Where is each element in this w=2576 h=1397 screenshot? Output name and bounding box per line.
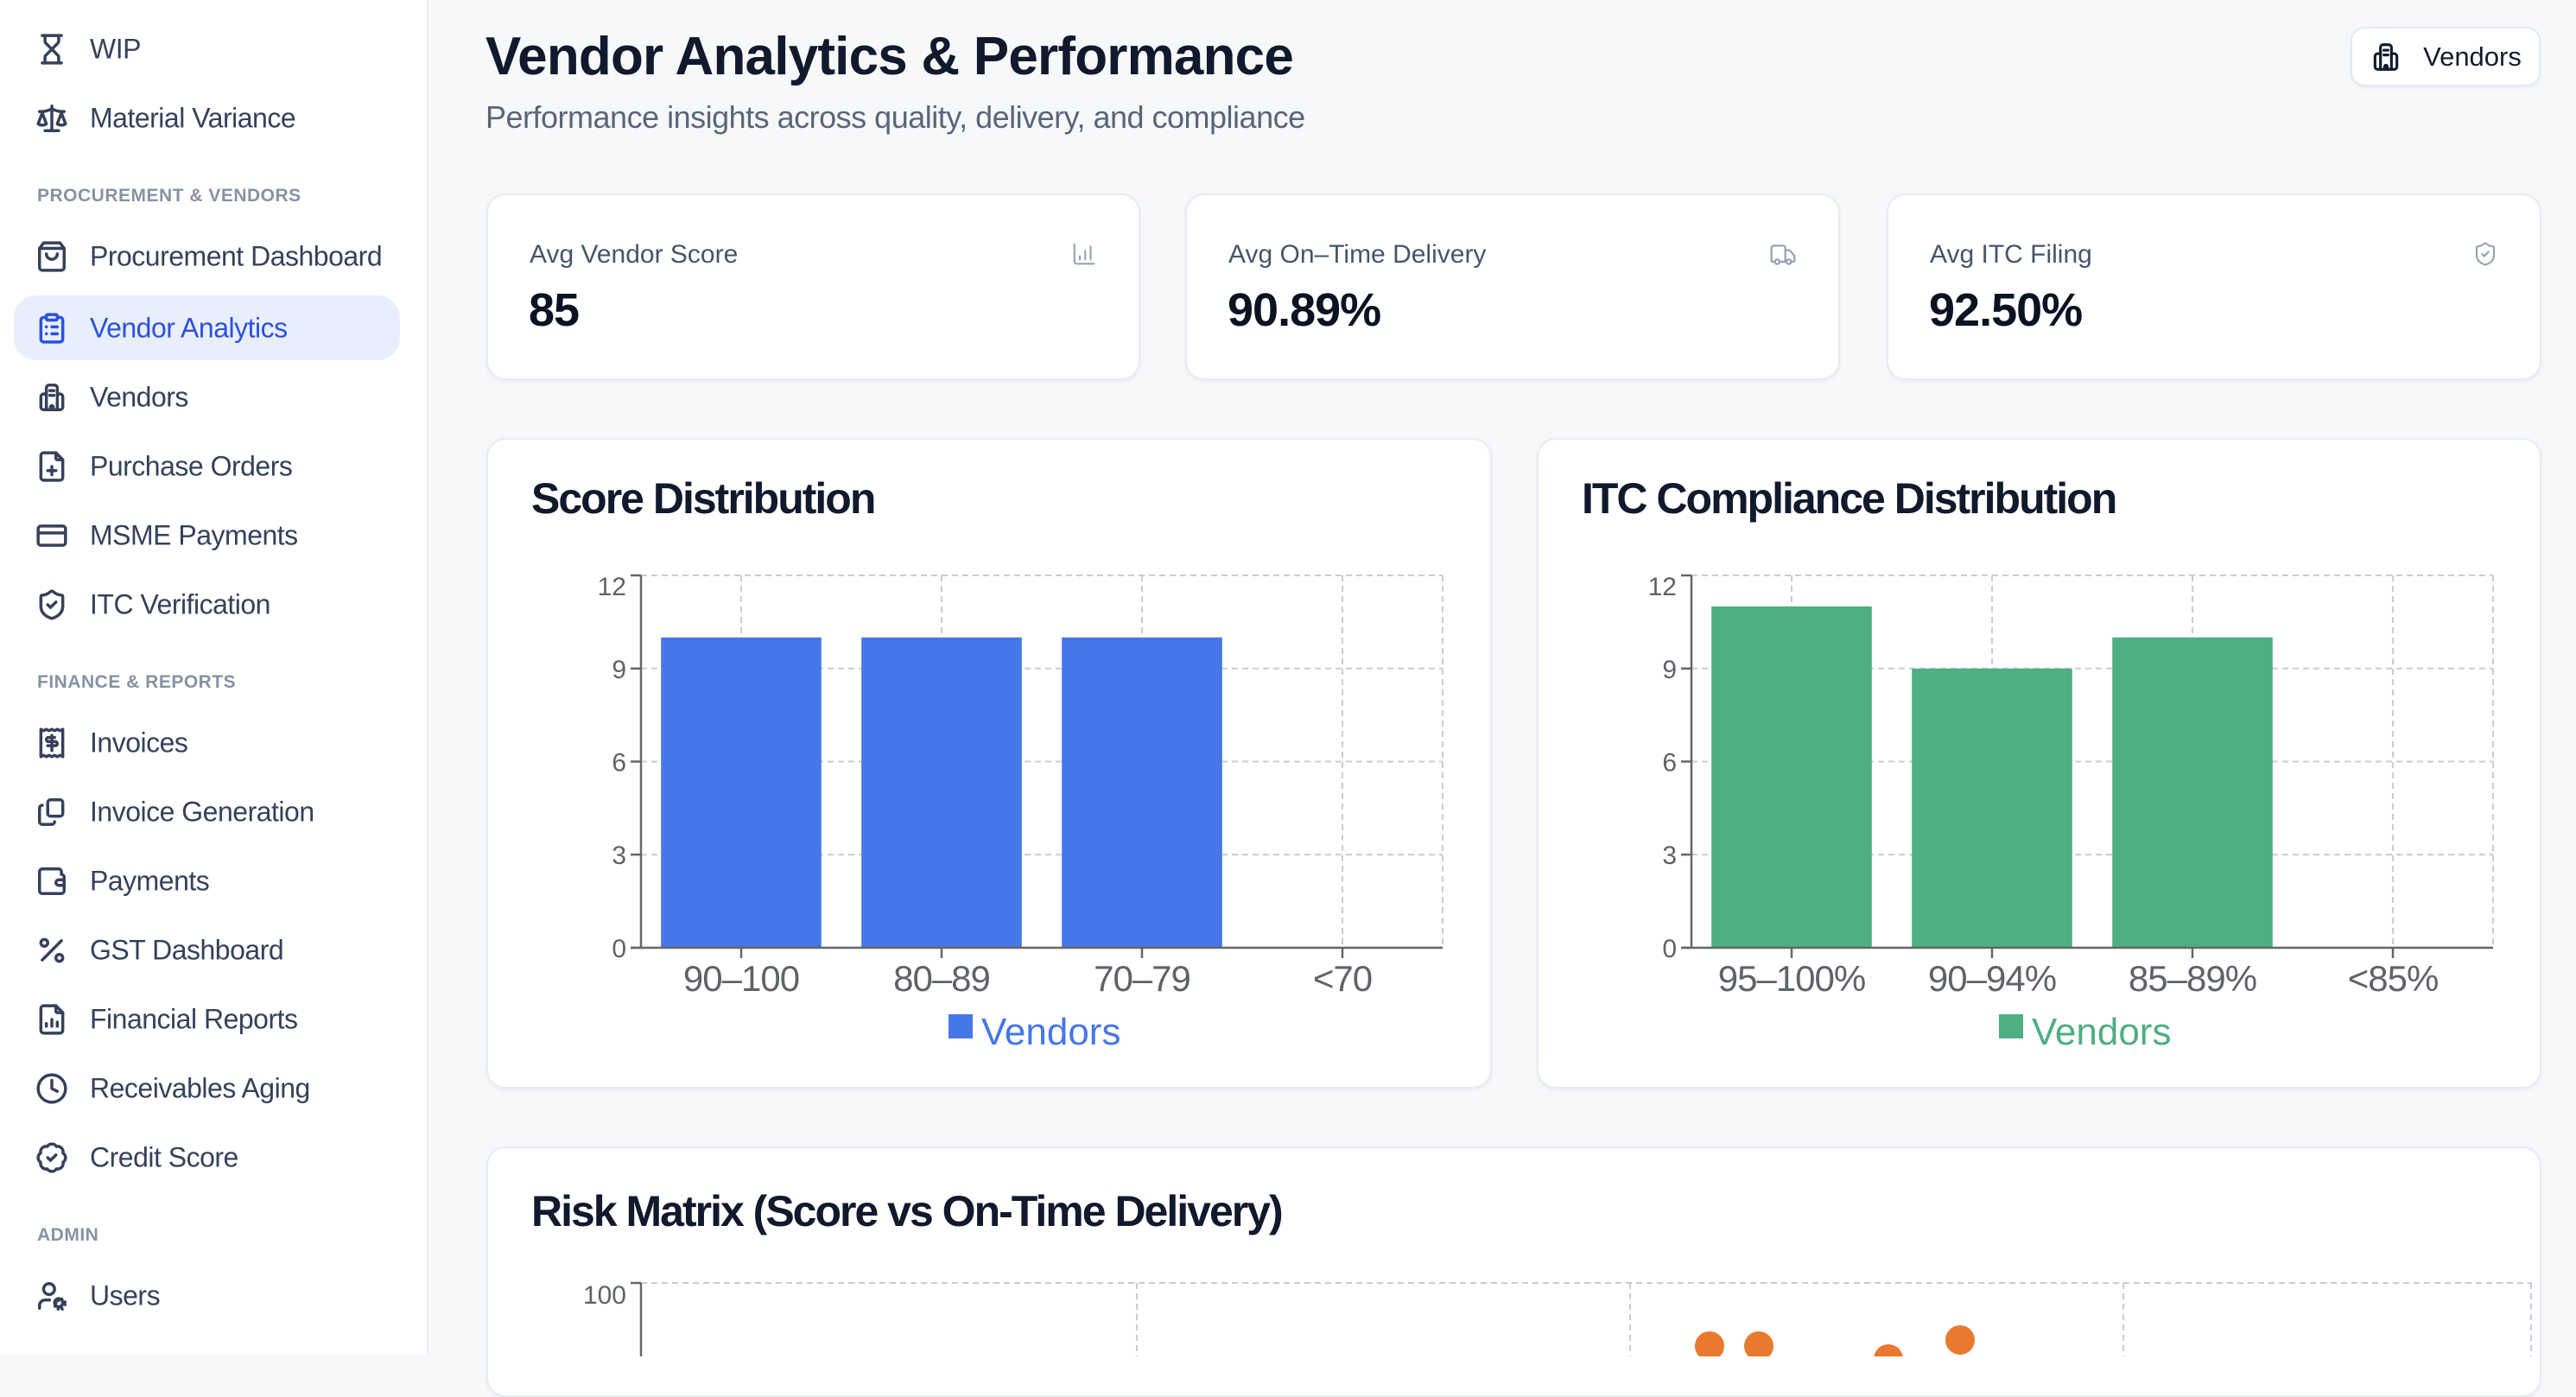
svg-text:3: 3 xyxy=(1662,841,1677,870)
svg-text:6: 6 xyxy=(1662,749,1677,778)
svg-text:0: 0 xyxy=(1662,935,1677,963)
svg-text:90–94%: 90–94% xyxy=(1928,958,2056,999)
svg-text:9: 9 xyxy=(612,656,626,684)
svg-text:85–89%: 85–89% xyxy=(2129,958,2256,999)
svg-text:9: 9 xyxy=(1662,656,1677,684)
svg-text:100: 100 xyxy=(583,1281,626,1310)
svg-text:3: 3 xyxy=(612,841,626,870)
svg-text:80–89: 80–89 xyxy=(893,958,990,999)
svg-text:90–100: 90–100 xyxy=(683,958,799,999)
svg-text:95–100%: 95–100% xyxy=(1718,958,1866,999)
svg-text:Vendors: Vendors xyxy=(2032,1011,2171,1053)
svg-text:<70: <70 xyxy=(1313,958,1372,999)
svg-text:12: 12 xyxy=(1648,573,1677,601)
svg-text:70–79: 70–79 xyxy=(1094,958,1190,999)
svg-text:0: 0 xyxy=(612,935,626,963)
svg-text:6: 6 xyxy=(612,749,626,778)
svg-text:<85%: <85% xyxy=(2348,958,2439,999)
svg-text:Vendors: Vendors xyxy=(981,1011,1120,1053)
svg-text:12: 12 xyxy=(598,573,626,601)
